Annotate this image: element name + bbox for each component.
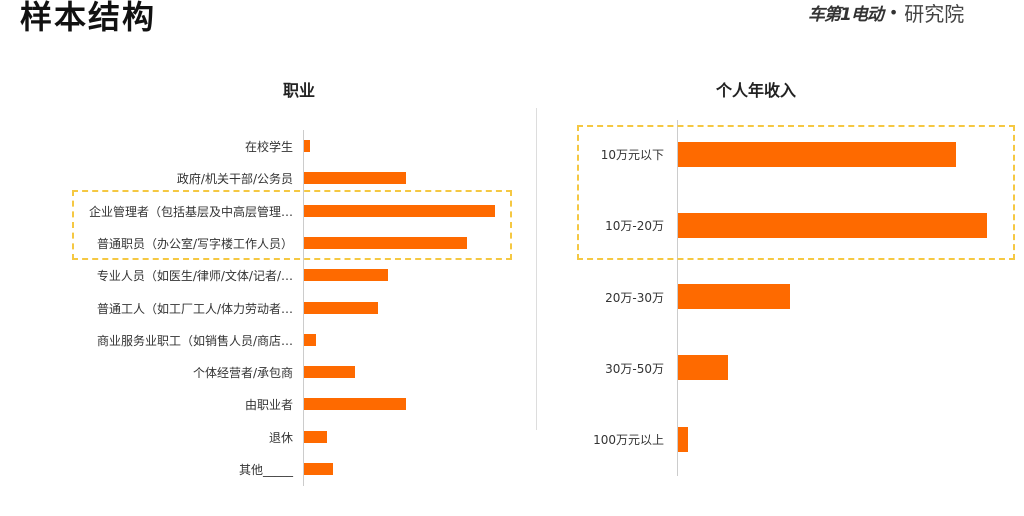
- occupation-bar: [304, 430, 327, 443]
- occupation-bar: [304, 140, 310, 152]
- income-category-label: 30万-50万: [605, 361, 664, 376]
- income-bar: [678, 212, 987, 238]
- logo-mark: 车第1电动: [808, 4, 884, 25]
- income-bar: [678, 355, 729, 381]
- occupation-category-label: 政府/机关干部/公务员: [176, 172, 293, 187]
- occupation-category-label: 商业服务业职工（如销售人员/商店…: [96, 333, 293, 348]
- income-highlight-box: [577, 125, 1015, 260]
- income-bar: [678, 426, 688, 452]
- occupation-category-label: 由职业者: [244, 398, 293, 413]
- occupation-bar: [304, 204, 495, 217]
- occupation-category-label: 个体经营者/承包商: [192, 366, 293, 381]
- income-category-label: 10万元以下: [600, 148, 664, 162]
- income-category-label: 20万-30万: [605, 290, 664, 305]
- occupation-category-label: 普通职员（办公室/写字楼工作人员）: [96, 236, 293, 251]
- brand-logo: 车第1电动 • 研究院: [808, 0, 965, 26]
- page-title: 样本结构: [20, 0, 157, 36]
- income-chart-title: 个人年收入: [716, 81, 797, 100]
- occupation-bar: [304, 269, 388, 282]
- occupation-bar: [304, 301, 378, 314]
- income-bar: [678, 141, 956, 167]
- occupation-bar: [304, 366, 356, 379]
- occupation-bar: [304, 172, 407, 185]
- occupation-highlight-box: [72, 190, 512, 260]
- occupation-category-label: 其他_____: [238, 463, 293, 477]
- occupation-category-label: 企业管理者（包括基层及中高层管理…: [88, 204, 293, 219]
- logo-dot: •: [888, 2, 899, 22]
- income-bar: [678, 284, 791, 310]
- occupation-chart-title: 职业: [283, 81, 316, 100]
- logo-text: 研究院: [904, 1, 965, 26]
- occupation-bar: [304, 236, 468, 249]
- occupation-axis-line: [303, 130, 304, 486]
- income-category-label: 10万-20万: [605, 219, 664, 234]
- occupation-category-label: 专业人员（如医生/律师/文体/记者/…: [96, 269, 293, 284]
- occupation-category-label: 退休: [268, 430, 293, 445]
- income-axis-line: [677, 120, 678, 476]
- occupation-category-label: 在校学生: [244, 140, 293, 154]
- occupation-bar: [304, 398, 407, 411]
- occupation-bar: [304, 463, 334, 475]
- divider: [536, 108, 537, 430]
- occupation-category-label: 普通工人（如工厂工人/体力劳动者…: [96, 301, 293, 316]
- occupation-bar: [304, 333, 316, 346]
- income-category-label: 100万元以上: [593, 433, 664, 448]
